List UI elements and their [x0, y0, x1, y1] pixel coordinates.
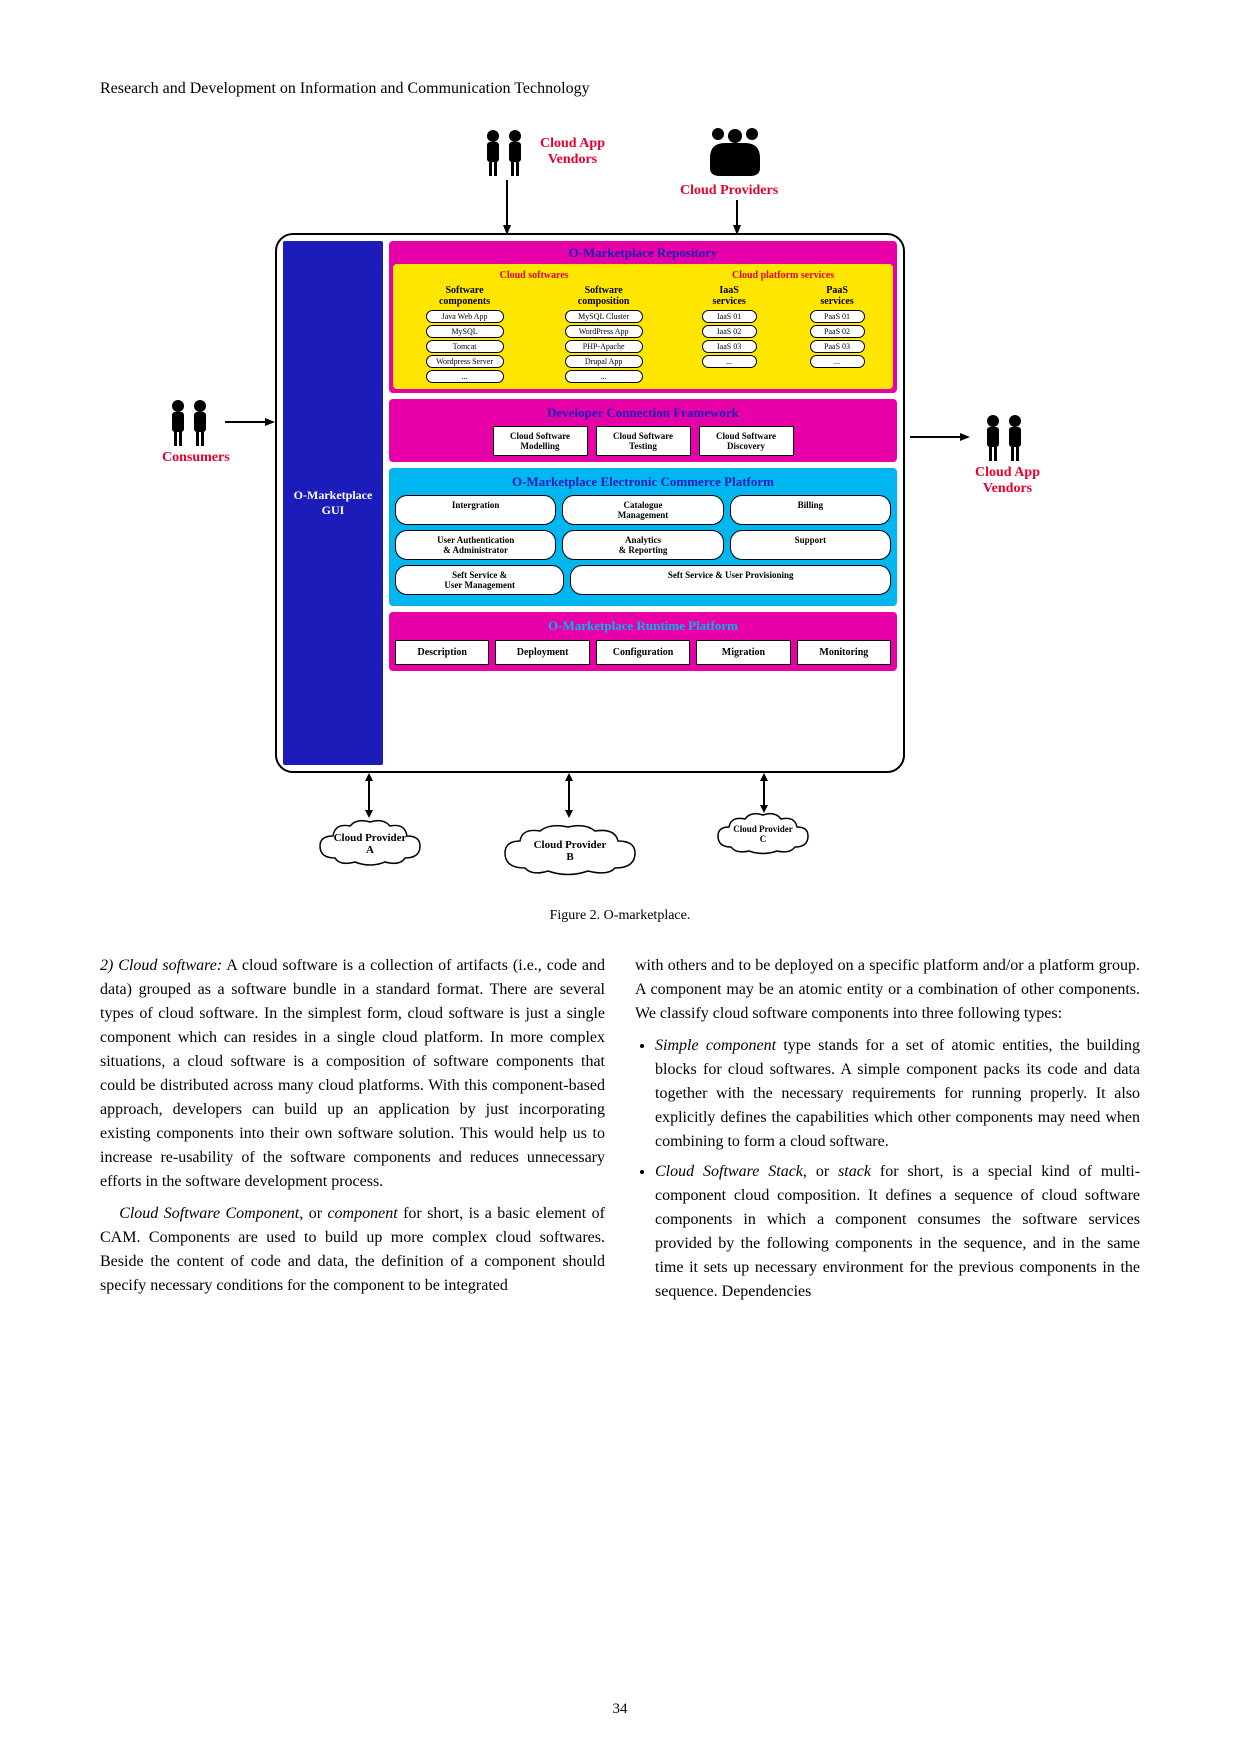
arrow-bottom-c — [760, 773, 768, 813]
ecom-item: Seft Service & User Provisioning — [570, 565, 891, 595]
iaas-title: IaaS services — [679, 285, 779, 307]
pill: ... — [565, 370, 643, 383]
pill: ... — [702, 355, 757, 368]
arrow-vendors-down — [503, 180, 511, 235]
left-column: 2) Cloud software: A cloud software is a… — [100, 954, 605, 1312]
pill: Tomcat — [426, 340, 504, 353]
cloud-softwares-label: Cloud softwares — [399, 270, 669, 281]
dcf-section: Developer Connection Framework Cloud Sof… — [389, 399, 897, 462]
pill: PaaS 01 — [810, 310, 865, 323]
pill: ... — [810, 355, 865, 368]
ecom-title: O-Marketplace Electronic Commerce Platfo… — [395, 474, 891, 490]
page-number: 34 — [0, 1701, 1240, 1718]
runtime-item: Description — [395, 640, 489, 665]
vendors-top-icon — [475, 128, 535, 183]
arrow-consumers — [225, 418, 275, 426]
consumers-icon — [160, 398, 220, 453]
vendors-right-icon — [975, 413, 1035, 468]
pill: Wordpress Server — [426, 355, 504, 368]
vendors-top-label: Cloud App Vendors — [540, 136, 605, 168]
runtime-section: O-Marketplace Runtime Platform Descripti… — [389, 612, 897, 671]
dcf-title: Developer Connection Framework — [395, 405, 891, 421]
providers-top-label: Cloud Providers — [680, 183, 778, 199]
ecom-item: Catalogue Management — [562, 495, 723, 525]
pill: MySQL — [426, 325, 504, 338]
runtime-item: Migration — [696, 640, 790, 665]
runtime-item: Monitoring — [797, 640, 891, 665]
ecom-item: Support — [730, 530, 891, 560]
repository-title: O-Marketplace Repository — [393, 245, 893, 261]
body-text: 2) Cloud software: A cloud software is a… — [100, 954, 1140, 1312]
arrow-bottom-b — [565, 773, 573, 818]
ecom-item: Billing — [730, 495, 891, 525]
figure-caption: Figure 2. O-marketplace. — [100, 908, 1140, 924]
pill: IaaS 03 — [702, 340, 757, 353]
pill: PaaS 02 — [810, 325, 865, 338]
figure-omarketplace: Cloud App Vendors Cloud Providers Consum… — [160, 128, 1080, 888]
ecom-section: O-Marketplace Electronic Commerce Platfo… — [389, 468, 897, 606]
cloud-provider-b: Cloud Provider B — [500, 823, 640, 883]
omarketplace-container: O-Marketplace GUI O-Marketplace Reposito… — [275, 233, 905, 773]
runtime-item: Deployment — [495, 640, 589, 665]
ecom-item: Analytics & Reporting — [562, 530, 723, 560]
repository-section: O-Marketplace Repository Cloud softwares… — [389, 241, 897, 393]
ecom-item: Seft Service & User Management — [395, 565, 564, 595]
ecom-item: Intergration — [395, 495, 556, 525]
pill: IaaS 02 — [702, 325, 757, 338]
dcf-item: Cloud Software Modelling — [493, 426, 588, 456]
sw-composition-title: Software composition — [538, 285, 669, 307]
dcf-item: Cloud Software Testing — [596, 426, 691, 456]
dcf-item: Cloud Software Discovery — [699, 426, 794, 456]
vendors-right-label: Cloud App Vendors — [975, 465, 1040, 497]
cloud-platform-label: Cloud platform services — [679, 270, 887, 281]
pill: IaaS 01 — [702, 310, 757, 323]
arrow-bottom-a — [365, 773, 373, 818]
pill: PHP-Apache — [565, 340, 643, 353]
pill: PaaS 03 — [810, 340, 865, 353]
pill: Java Web App — [426, 310, 504, 323]
right-column: with others and to be deployed on a spec… — [635, 954, 1140, 1312]
arrow-providers-down — [733, 180, 741, 235]
pill: ... — [426, 370, 504, 383]
arrow-vendors-right — [910, 433, 970, 441]
pill: MySQL Cluster — [565, 310, 643, 323]
runtime-title: O-Marketplace Runtime Platform — [395, 618, 891, 634]
gui-panel: O-Marketplace GUI — [283, 241, 383, 765]
pill: Drupal App — [565, 355, 643, 368]
paas-title: PaaS services — [787, 285, 887, 307]
pill: WordPress App — [565, 325, 643, 338]
sw-components-title: Software components — [399, 285, 530, 307]
cloud-provider-a: Cloud Provider A — [315, 818, 425, 873]
consumers-label: Consumers — [162, 450, 230, 466]
ecom-item: User Authentication & Administrator — [395, 530, 556, 560]
cloud-provider-c: Cloud Provider C — [713, 811, 813, 861]
page-header: Research and Development on Information … — [100, 80, 1140, 98]
providers-top-icon — [700, 128, 770, 183]
runtime-item: Configuration — [596, 640, 690, 665]
